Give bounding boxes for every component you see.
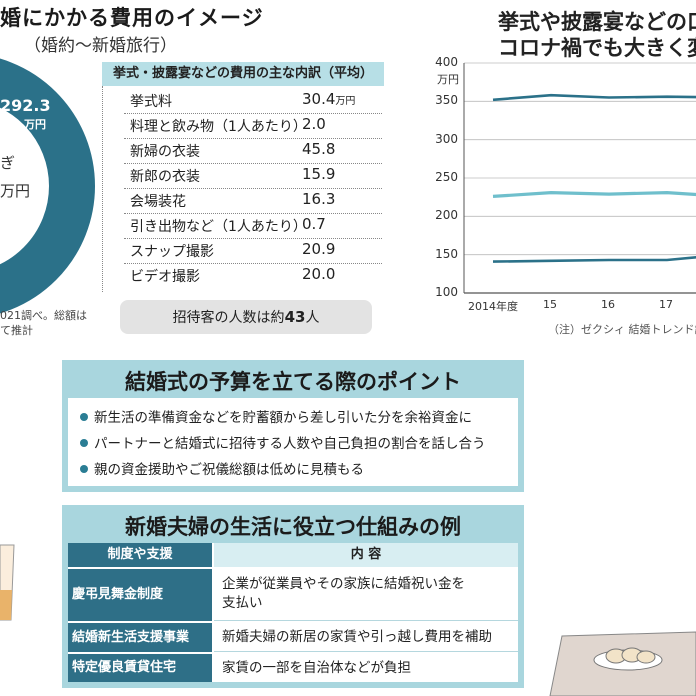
support-row-content: 家賃の一部を自治体などが負担 <box>222 660 411 676</box>
guest-count-box: 招待客の人数は約43人 <box>120 300 372 334</box>
breakdown-table-header: 挙式・披露宴などの費用の主な内訳（平均） <box>102 62 384 86</box>
left-note-line-2: て推計 <box>0 324 33 337</box>
support-row-name: 結婚新生活支援事業 <box>68 623 212 652</box>
guest-count-suffix: 人 <box>305 310 320 326</box>
donut-total-unit: 万円 <box>24 118 46 131</box>
breakdown-row-label: 新婦の衣装 <box>130 144 200 160</box>
breakdown-table-rule <box>102 86 104 292</box>
series-line <box>492 190 696 198</box>
list-item: パートナーと結婚式に招待する人数や自己負担の割合を話し合う <box>80 432 486 452</box>
breakdown-row-label: 会場装花 <box>130 194 186 210</box>
bullet-icon <box>80 439 88 447</box>
budget-points-list: 新生活の準備資金などを貯蓄額から差し引いた分を余裕資金に パートナーと結婚式に招… <box>68 398 518 486</box>
breakdown-row: スナップ撮影 20.9 <box>124 238 382 264</box>
donut-chart <box>0 58 95 314</box>
breakdown-row: ビデオ撮影 20.0 <box>124 263 382 288</box>
x-tick-label: 15 <box>543 298 557 311</box>
bullet-icon <box>80 465 88 473</box>
support-row-content: 新婚夫婦の新居の家賃や引っ越し費用を補助 <box>214 623 518 652</box>
budget-points-panel: 結婚式の予算を立てる際のポイント 新生活の準備資金などを貯蓄額から差し引いた分を… <box>62 360 524 492</box>
column-header-content: 内 容 <box>214 543 518 567</box>
support-row-name: 慶弔見舞金制度 <box>68 569 212 621</box>
breakdown-row-label: 引き出物など（1人あたり） <box>130 219 307 235</box>
breakdown-row-label: 新郎の衣装 <box>130 169 200 185</box>
breakdown-row-label: ビデオ撮影 <box>130 269 200 285</box>
line-chart-svg <box>463 62 696 294</box>
donut-inner-unit: 万円 <box>0 182 31 200</box>
support-row-name: 特定優良賃貸住宅 <box>68 654 212 682</box>
breakdown-row-value: 30.4万円 <box>302 90 356 108</box>
y-tick-label: 400 <box>435 55 458 69</box>
source-note: （注）ゼクシィ 結婚トレンド調 <box>548 323 696 336</box>
breakdown-row: 料理と飲み物（1人あたり） 2.0 <box>124 113 382 139</box>
support-systems-title: 新婚夫婦の生活に役立つ仕組みの例 <box>125 515 461 539</box>
breakdown-row: 挙式料 30.4万円 <box>124 88 382 114</box>
left-subtitle: （婚約〜新婚旅行） <box>24 36 177 56</box>
breakdown-row: 新婦の衣装 45.8 <box>124 138 382 164</box>
breakdown-row-label: スナップ撮影 <box>130 244 214 260</box>
left-note-line-1: 021調べ。総額は <box>0 309 87 322</box>
x-tick-label: 2014年度 <box>468 300 518 313</box>
chart-title-line-2: コロナ禍でも大きく変 <box>498 36 696 60</box>
list-item: 新生活の準備資金などを貯蓄額から差し引いた分を余裕資金に <box>80 406 472 426</box>
donut-inner-text: ぎ <box>0 154 16 172</box>
breakdown-row: 新郎の衣装 15.9 <box>124 163 382 189</box>
y-tick-label: 250 <box>435 170 458 184</box>
table-with-dish-illustration <box>549 631 696 696</box>
breakdown-row-value: 2.0 <box>302 115 326 133</box>
breakdown-row-value: 20.0 <box>302 265 336 283</box>
bullet-icon <box>80 413 88 421</box>
breakdown-row-label: 挙式料 <box>130 94 172 110</box>
breakdown-row-value: 16.3 <box>302 190 336 208</box>
y-tick-label: 100 <box>435 285 458 299</box>
y-tick-label: 150 <box>435 246 458 261</box>
drink-glass-illustration <box>0 544 15 621</box>
chart-title-line-1: 挙式や披露宴などの口 <box>498 10 696 34</box>
breakdown-row: 引き出物など（1人あたり） 0.7 <box>124 213 382 239</box>
series-line <box>492 256 696 263</box>
breakdown-row-value: 45.8 <box>302 140 336 158</box>
guest-count-prefix: 招待客の人数は約 <box>172 310 285 326</box>
x-tick-label: 17 <box>659 298 673 311</box>
support-systems-panel: 新婚夫婦の生活に役立つ仕組みの例 制度や支援 内 容 慶弔見舞金制度 企業が従業… <box>62 505 524 688</box>
series-line <box>492 93 696 102</box>
donut-total-value: 292.3 <box>0 96 51 115</box>
y-axis-unit: 万円 <box>437 73 459 86</box>
column-header-system: 制度や支援 <box>68 543 212 567</box>
support-row-content: 企業が従業員やその家族に結婚祝い金を 支払い <box>214 569 518 621</box>
breakdown-row-value: 0.7 <box>302 215 326 233</box>
y-tick-label: 300 <box>435 131 458 146</box>
x-tick-label: 16 <box>601 298 615 311</box>
breakdown-row-value: 20.9 <box>302 240 336 258</box>
breakdown-row: 会場装花 16.3 <box>124 188 382 214</box>
y-tick-label: 350 <box>435 93 458 108</box>
budget-points-title: 結婚式の予算を立てる際のポイント <box>125 370 461 394</box>
donut-ring <box>0 58 95 314</box>
left-title: 婚にかかる費用のイメージ <box>0 6 264 30</box>
breakdown-row-label: 料理と飲み物（1人あたり） <box>130 119 307 135</box>
list-item: 親の資金援助やご祝儀総額は低めに見積もる <box>80 458 364 478</box>
y-tick-label: 200 <box>435 208 458 223</box>
support-systems-table: 制度や支援 内 容 慶弔見舞金制度 企業が従業員やその家族に結婚祝い金を 支払い … <box>68 543 518 682</box>
guest-count-value: 43 <box>284 308 306 326</box>
breakdown-row-value: 15.9 <box>302 165 336 183</box>
